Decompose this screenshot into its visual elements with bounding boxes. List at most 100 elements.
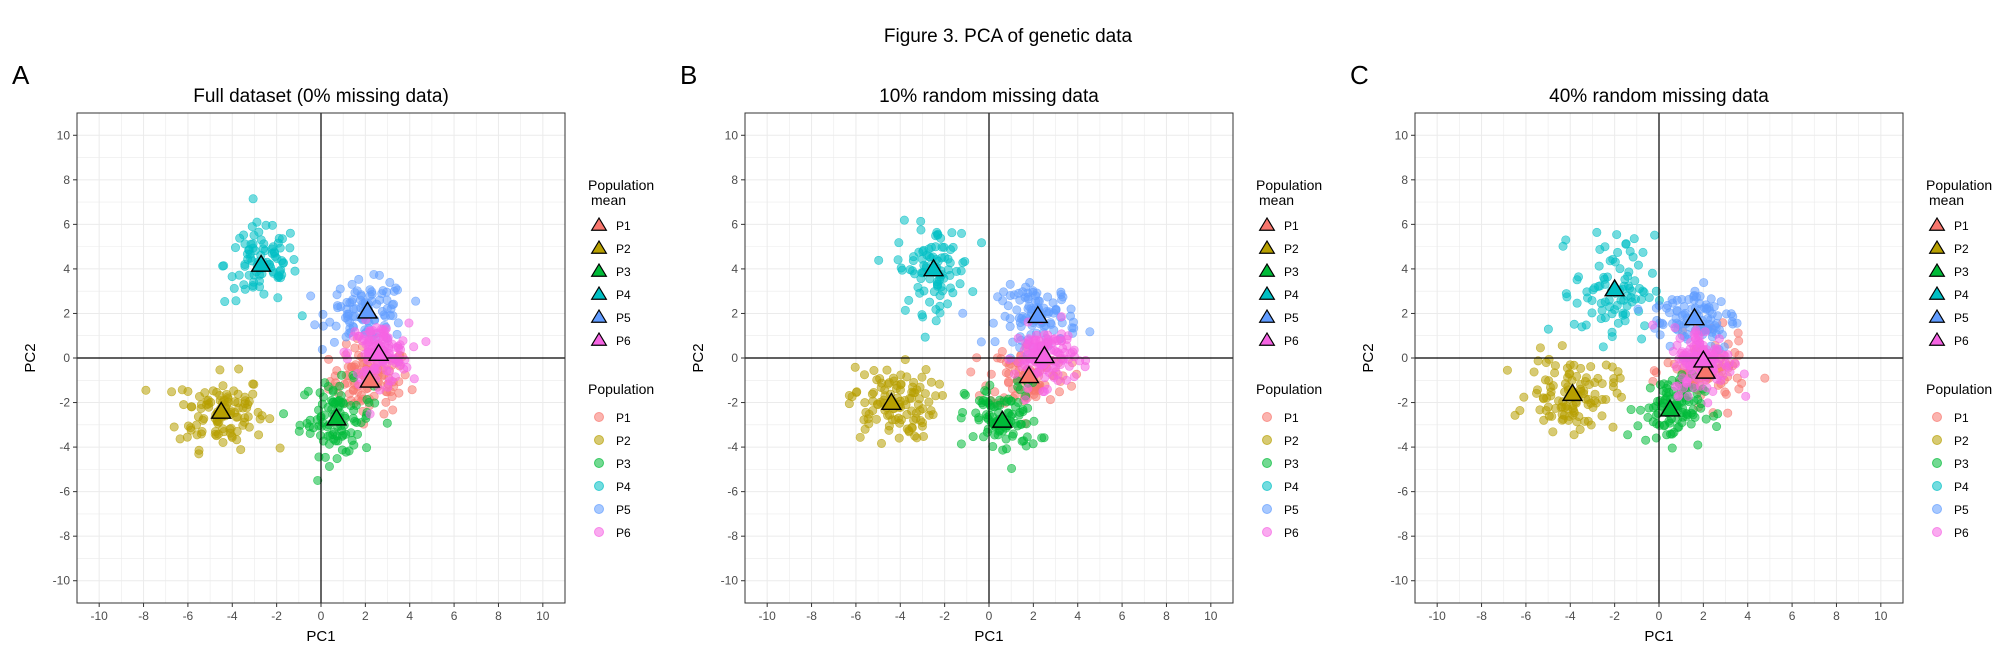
point-p2 [1597,411,1607,421]
point-p5 [1672,295,1682,305]
x-tick-label: 8 [495,609,502,623]
legend-mean-key-p4 [1258,285,1276,300]
point-p5 [388,311,398,321]
point-p4 [1636,294,1646,304]
legend-point-key-p6 [1932,527,1942,537]
y-tick-label: 0 [731,351,738,365]
point-p6 [1683,391,1693,401]
panel-title: Full dataset (0% missing data) [193,86,449,107]
point-p1 [346,362,356,372]
point-p4 [258,244,268,254]
point-p4 [229,283,239,293]
point-p4 [957,228,967,238]
point-p4 [1561,289,1571,299]
point-p5 [1043,292,1053,302]
point-p6 [1031,335,1041,345]
point-p5 [347,279,357,289]
point-p2 [234,403,244,413]
point-p1 [1737,378,1747,388]
x-tick-label: 2 [1030,609,1037,623]
point-p4 [977,238,987,248]
point-p4 [945,283,955,293]
point-p5 [988,318,998,328]
point-p2 [1597,379,1607,389]
point-p6 [1057,312,1067,322]
y-tick-label: -10 [53,574,71,588]
point-p2 [917,372,927,382]
point-p1 [342,378,352,388]
panel-letter: A [12,60,30,90]
y-tick-label: 2 [1401,306,1408,320]
point-p1 [350,343,360,353]
point-p3 [1007,463,1017,473]
y-tick-label: -10 [1391,574,1409,588]
y-tick-label: -2 [59,396,70,410]
point-p4 [285,228,295,238]
point-p4 [249,230,259,240]
point-p5 [310,320,320,330]
legend-mean-key-p4 [590,285,608,300]
legend-point-key-p2 [1262,435,1272,445]
x-tick-label: 6 [1789,609,1796,623]
y-axis-label: PC2 [22,343,39,372]
point-p6 [342,354,352,364]
panel-c: C 40% random missing data -10 -8 -6 -4 -2 0 2 4 6 8… [1350,60,1992,645]
point-p6 [1672,381,1682,391]
point-p2 [914,394,924,404]
point-p2 [869,365,879,375]
point-p5 [1689,295,1699,305]
point-p5 [1005,291,1015,301]
mean-marker-p3 [1659,398,1681,417]
point-p2 [1533,356,1543,366]
point-p1 [379,409,389,419]
point-p2 [1519,392,1529,402]
point-p3 [323,402,333,412]
point-p3 [1689,396,1699,406]
point-p4 [244,245,254,255]
point-p2 [844,390,854,400]
legend: PopulationmeanP1P2P3P4P5P6PopulationP1P2… [1256,177,1322,540]
point-p3 [1663,380,1673,390]
x-tick-label: -4 [895,609,906,623]
point-p5 [1051,305,1061,315]
point-p2 [1502,365,1512,375]
point-p6 [1066,348,1076,358]
legend-mean-key-p5 [1928,308,1946,323]
legend-point-label: P4 [616,480,631,494]
point-p2 [860,398,870,408]
point-p4 [1619,295,1629,305]
point-p6 [1670,323,1680,333]
x-axis-label: PC1 [974,628,1003,645]
x-tick-label: -8 [138,609,149,623]
point-p2 [871,414,881,424]
mean-marker-p6 [1692,349,1715,368]
point-p6 [1648,320,1658,330]
legend-mean-label: P3 [1284,265,1299,279]
point-p2 [904,427,914,437]
point-p4 [277,234,287,244]
point-p2 [928,410,938,420]
point-p5 [1056,287,1066,297]
point-p3 [1693,440,1703,450]
point-p4 [269,247,279,257]
mean-marker-p2 [210,401,232,419]
point-p3 [1014,410,1024,420]
x-tick-label: -4 [1565,609,1576,623]
point-p1 [388,405,398,415]
y-tick-label: 8 [63,173,70,187]
mean-marker-p3 [325,407,348,426]
legend-point-label: P6 [616,526,631,540]
point-p1 [1004,378,1014,388]
legend-title-mean-line2: mean [591,192,626,208]
point-p4 [904,295,914,305]
point-p2 [894,433,904,443]
x-axis-label: PC1 [306,628,335,645]
legend-mean-label: P6 [616,334,631,348]
x-tick-label: -2 [271,609,282,623]
point-p2 [1550,368,1560,378]
mean-marker-p1 [1694,361,1717,379]
legend-point-label: P1 [1284,411,1299,425]
legend-title-mean: Population [588,177,654,193]
legend-mean-label: P2 [1954,242,1969,256]
point-p2 [218,437,228,447]
